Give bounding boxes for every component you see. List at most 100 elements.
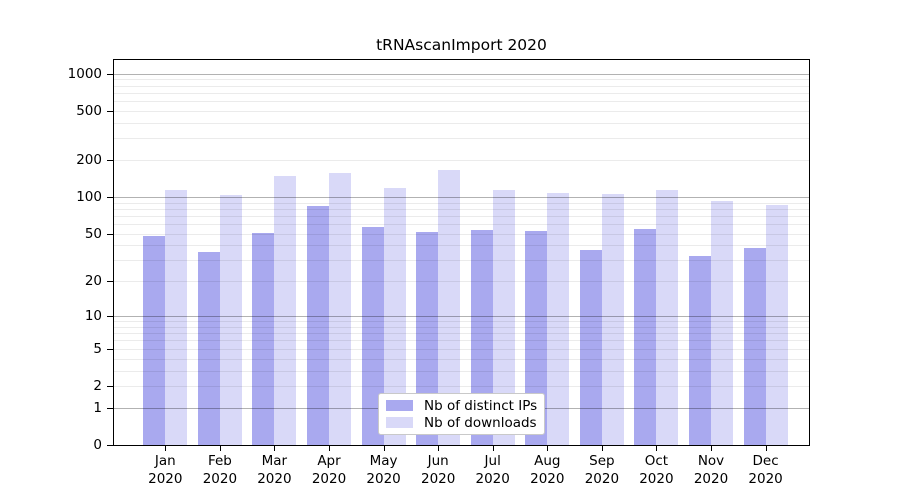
bar-downloads: [219, 194, 242, 445]
x-tick-mark: [329, 446, 330, 451]
x-tick-label-month: Nov: [697, 453, 725, 469]
y-tick-mark: [107, 73, 113, 75]
minor-grid-line: [114, 233, 809, 235]
bar-distinct-ips: [361, 226, 384, 445]
x-tick-mark: [711, 446, 712, 451]
minor-grid-line: [114, 321, 809, 323]
x-tick-label-year: 2020: [421, 470, 456, 487]
x-tick-label: Feb 2020: [190, 453, 250, 488]
y-tick-mark: [107, 386, 113, 387]
bar-downloads: [492, 189, 515, 445]
x-tick-label: Jul 2020: [463, 453, 523, 488]
y-tick-label: 200: [76, 152, 102, 168]
x-tick-label-month: Oct: [644, 453, 669, 469]
x-tick-label-month: Jan: [154, 453, 176, 469]
y-tick-label: 0: [93, 437, 102, 453]
minor-grid-line: [114, 101, 809, 103]
x-tick-label-year: 2020: [530, 470, 565, 487]
y-tick-mark: [107, 445, 113, 446]
x-tick-label-year: 2020: [148, 470, 183, 487]
minor-grid-line: [114, 326, 809, 328]
minor-grid-line: [114, 208, 809, 210]
legend-row-downloads: Nb of downloads: [386, 414, 544, 431]
bar-downloads: [438, 169, 461, 445]
minor-grid-line: [114, 358, 809, 360]
minor-grid-line: [114, 215, 809, 217]
bar-downloads: [711, 201, 733, 445]
x-tick-label-month: Sep: [589, 453, 615, 469]
y-tick-label: 1: [93, 399, 102, 416]
y-tick-mark: [107, 348, 113, 350]
bar-distinct-ips: [525, 230, 548, 445]
x-tick-label-year: 2020: [584, 470, 620, 487]
major-grid-line: [114, 196, 809, 198]
legend-label-downloads: Nb of downloads: [424, 414, 537, 431]
major-grid-line: [114, 316, 809, 318]
x-tick-label: Nov 2020: [681, 453, 741, 488]
y-tick-mark: [107, 281, 113, 283]
bar-distinct-ips: [197, 252, 220, 445]
x-tick-mark: [656, 446, 658, 451]
minor-grid-line: [114, 370, 809, 372]
x-tick-label-month: Mar: [261, 453, 288, 469]
y-tick-label: 1000: [67, 65, 102, 82]
y-tick-mark: [107, 407, 113, 409]
x-tick-mark: [492, 446, 494, 451]
x-tick-label: Aug 2020: [517, 453, 577, 488]
x-tick-mark: [165, 446, 167, 451]
bar-downloads: [765, 205, 788, 445]
x-tick-label: Jun 2020: [408, 453, 468, 488]
x-tick-label-month: Feb: [207, 453, 232, 469]
x-tick-label-month: May: [369, 453, 398, 469]
plot-area: [113, 59, 810, 446]
x-tick-label: May 2020: [354, 453, 414, 488]
x-tick-label-month: Dec: [752, 453, 779, 469]
bar-downloads: [656, 190, 679, 445]
x-tick-mark: [601, 446, 603, 451]
x-tick-mark: [765, 446, 767, 451]
legend-row-distinct-ips: Nb of distinct IPs: [386, 397, 544, 414]
y-tick-mark: [107, 316, 113, 318]
minor-grid-line: [114, 224, 809, 225]
bar-distinct-ips: [416, 231, 439, 445]
y-tick-mark: [107, 196, 113, 198]
x-tick-label-month: Apr: [317, 453, 341, 469]
minor-grid-line: [114, 79, 809, 81]
x-tick-label: Oct 2020: [626, 453, 686, 488]
x-tick-mark: [219, 446, 221, 451]
y-tick-mark: [107, 160, 113, 161]
bar-downloads: [329, 172, 351, 445]
minor-grid-line: [114, 340, 809, 342]
x-tick-label-year: 2020: [639, 470, 674, 487]
minor-grid-line: [114, 85, 809, 87]
x-tick-label-year: 2020: [693, 470, 729, 487]
y-tick-label: 500: [76, 102, 102, 119]
minor-grid-line: [114, 245, 809, 247]
x-tick-label: Apr 2020: [299, 453, 359, 488]
legend-label-distinct-ips: Nb of distinct IPs: [424, 397, 538, 414]
bar-distinct-ips: [634, 228, 657, 445]
chart-title: tRNAscanImport 2020: [376, 36, 547, 54]
x-tick-mark: [383, 446, 385, 451]
y-tick-label: 10: [84, 308, 102, 325]
minor-grid-line: [114, 160, 809, 161]
y-tick-label: 2: [93, 378, 102, 394]
bar-downloads: [165, 190, 188, 445]
minor-grid-line: [114, 202, 809, 204]
bar-downloads: [274, 176, 297, 445]
bar-distinct-ips: [579, 249, 602, 445]
y-tick-label: 20: [84, 273, 102, 290]
x-tick-label-year: 2020: [202, 470, 238, 487]
minor-grid-line: [114, 281, 809, 283]
bar-distinct-ips: [143, 235, 166, 445]
x-tick-label: Sep 2020: [572, 453, 632, 488]
bar-downloads: [383, 187, 406, 445]
legend: Nb of distinct IPs Nb of downloads: [378, 393, 545, 435]
x-tick-label-year: 2020: [311, 470, 347, 487]
x-tick-mark: [547, 446, 549, 451]
bar-distinct-ips: [743, 248, 766, 445]
x-tick-label-year: 2020: [748, 470, 783, 487]
bar-downloads: [601, 194, 624, 445]
x-tick-label-month: Jun: [427, 453, 449, 469]
